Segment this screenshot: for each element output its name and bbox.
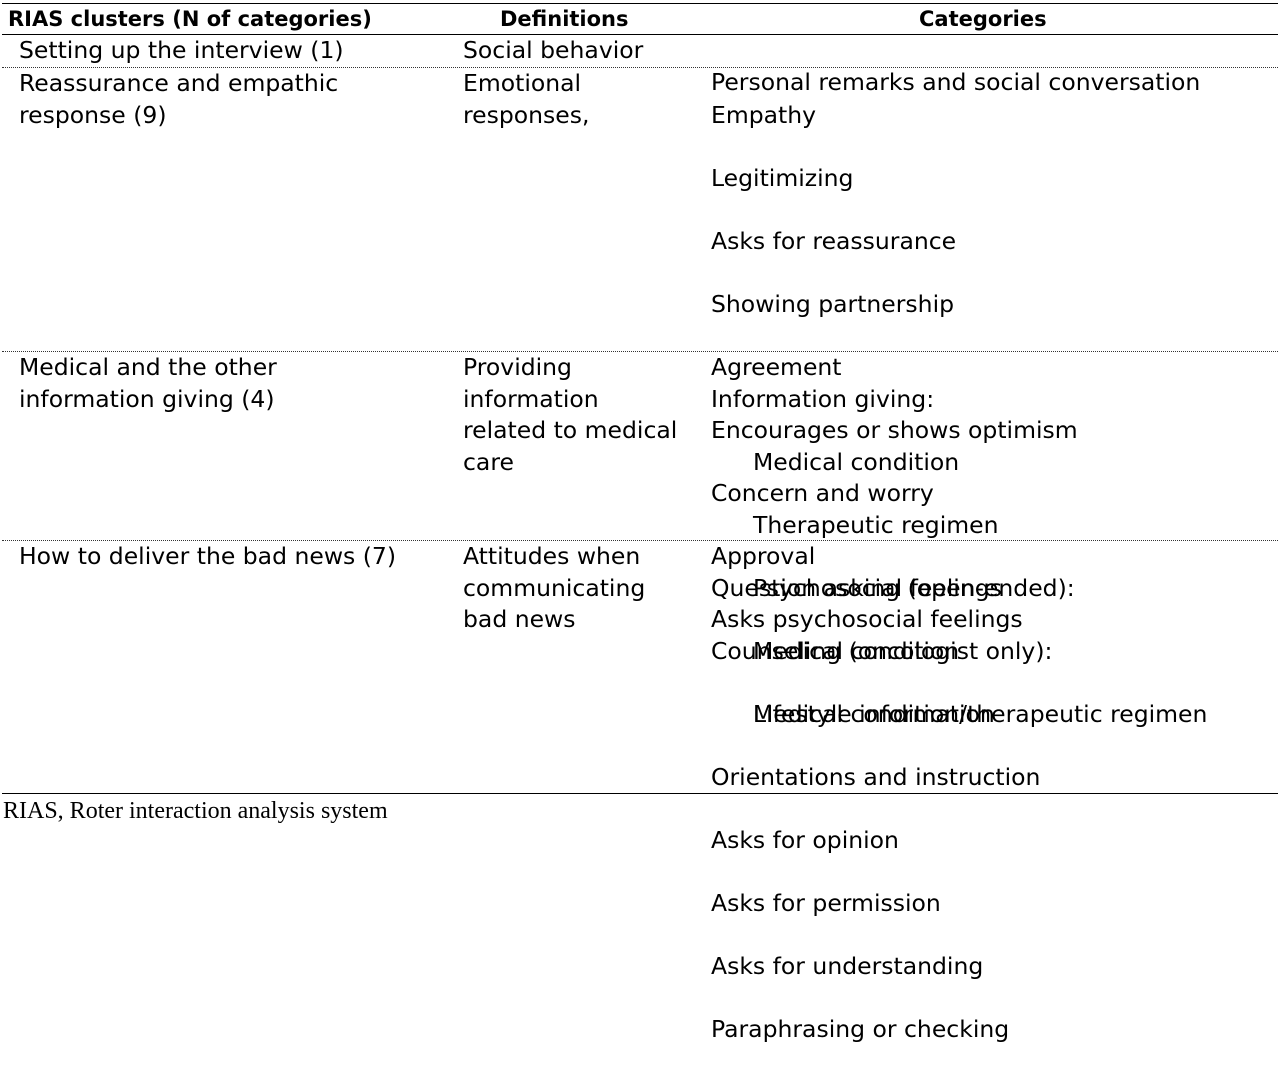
category-item: Asks for permission	[711, 888, 941, 917]
rias-table-document: RIAS clusters (N of categories) Definiti…	[2, 3, 1278, 1043]
category-subitem: Medical condition	[753, 636, 960, 665]
header-categories: Categories	[919, 7, 1047, 31]
category-item: Approval	[711, 541, 816, 570]
category-item: Orientations and instruction	[711, 762, 1041, 791]
category-item: Paraphrasing or checking	[711, 1014, 1010, 1043]
category-subitem: Medical condition/therapeutic regimen	[753, 699, 1208, 728]
cluster-cell: How to deliver the bad news (7)	[19, 542, 397, 570]
category-item: Information giving:	[711, 384, 935, 413]
table-top-rule	[2, 3, 1278, 4]
category-item: Empathy	[711, 100, 817, 129]
table-footnote: RIAS, Roter interaction analysis system	[3, 798, 388, 824]
categories-cell: Question asking (open-ended): Medical co…	[711, 541, 1276, 1077]
category-item: Agreement	[711, 352, 842, 381]
category-item: Personal remarks and social conversation	[711, 67, 1201, 96]
definition-cell: Emotional responses,	[463, 69, 590, 129]
category-item: Encourages or shows optimism	[711, 415, 1078, 444]
cluster-cell: Setting up the interview (1)	[19, 36, 344, 64]
cluster-cell: Medical and the other information giving…	[19, 353, 277, 413]
category-subitem: Lifestyle information	[753, 699, 995, 728]
category-item: Counseling (oncologist only):	[711, 636, 1053, 665]
row-separator	[2, 540, 1278, 541]
category-item: Concern and worry	[711, 478, 934, 507]
category-item: Asks for opinion	[711, 825, 899, 854]
categories-cell: Personal remarks and social conversation	[711, 35, 1276, 130]
definition-cell: Social behavior	[463, 36, 644, 64]
category-item: Question asking (open-ended):	[711, 573, 1075, 602]
category-item: Asks psychosocial feelings	[711, 604, 1023, 633]
definition-cell: Attitudes when communicating bad news	[463, 542, 646, 633]
category-item: Legitimizing	[711, 163, 854, 192]
definition-cell: Providing information related to medical…	[463, 353, 678, 476]
category-item: Asks for understanding	[711, 951, 984, 980]
cluster-cell: Reassurance and empathic response (9)	[19, 69, 339, 129]
categories-cell: Empathy Legitimizing Asks for reassuranc…	[711, 68, 1276, 667]
header-rias-clusters: RIAS clusters (N of categories)	[8, 7, 372, 31]
category-subitem: Medical condition	[753, 447, 960, 476]
category-subitem: Psychosocial feelings	[753, 573, 1002, 602]
categories-cell: Information giving: Medical condition Th…	[711, 352, 1276, 762]
category-item: Showing partnership	[711, 289, 955, 318]
header-definitions: Definitions	[500, 7, 629, 31]
category-subitem: Therapeutic regimen	[753, 510, 999, 539]
row-separator	[2, 67, 1278, 68]
table-bottom-rule	[2, 793, 1278, 794]
category-item: Asks for reassurance	[711, 226, 957, 255]
row-separator	[2, 351, 1278, 352]
header-rule	[2, 34, 1278, 35]
